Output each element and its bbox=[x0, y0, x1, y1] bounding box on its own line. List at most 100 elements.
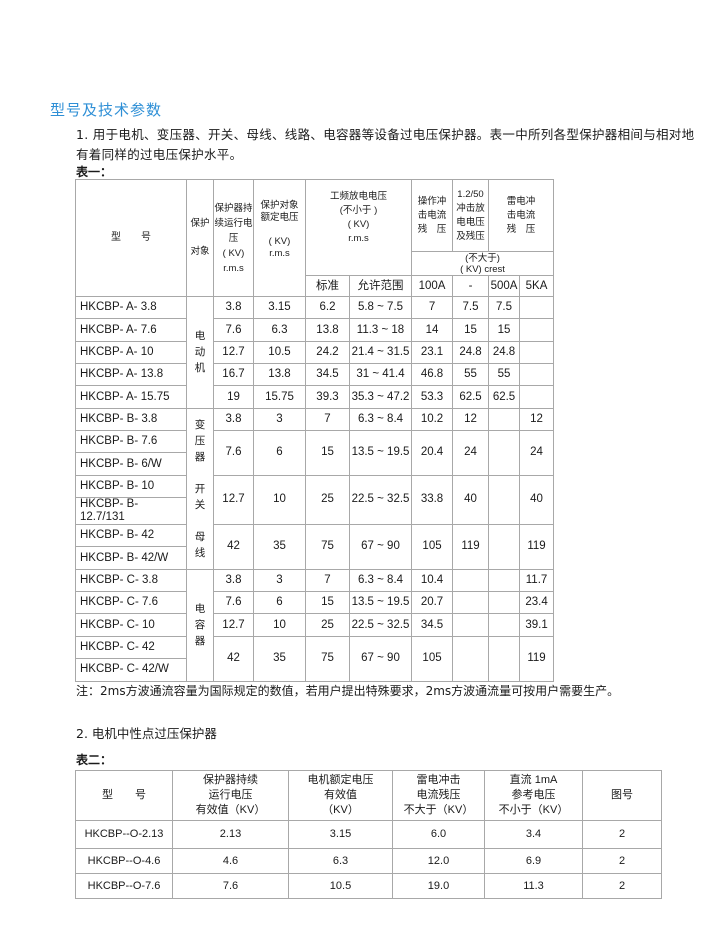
value-cell: 119 bbox=[519, 635, 555, 682]
value-cell: 75 bbox=[305, 524, 350, 570]
value-cell: 7 bbox=[305, 407, 350, 432]
value-cell: 13.5 ~ 19.5 bbox=[348, 430, 413, 476]
header-lightning-residual: 雷电冲 击电流 残 压 bbox=[488, 179, 555, 252]
value-cell bbox=[488, 474, 521, 526]
value-cell: 16.7 bbox=[213, 363, 254, 387]
value-cell: 11.3 ~ 18 bbox=[348, 318, 413, 342]
value-cell bbox=[519, 363, 555, 387]
value-cell: 19.0 bbox=[392, 873, 485, 899]
value-cell: 105 bbox=[411, 524, 454, 570]
value-cell: 7.5 bbox=[452, 295, 490, 320]
value-cell bbox=[488, 430, 521, 476]
value-cell: 10.5 bbox=[288, 873, 393, 899]
header-limit: (不大于) ( KV) crest bbox=[411, 251, 555, 276]
value-cell: 7 bbox=[305, 568, 350, 593]
value-cell: 24 bbox=[452, 430, 490, 476]
model-cell: HKCBP- A- 13.8 bbox=[75, 363, 187, 387]
value-cell: 7.5 bbox=[488, 295, 521, 320]
subheader-cell: - bbox=[452, 275, 490, 297]
value-cell: 53.3 bbox=[411, 385, 454, 409]
value-cell: 3.15 bbox=[288, 820, 393, 849]
table2-header-cell: 图号 bbox=[582, 770, 662, 821]
value-cell: 33.8 bbox=[411, 474, 454, 526]
model-cell: HKCBP- A- 7.6 bbox=[75, 318, 187, 342]
value-cell bbox=[519, 295, 555, 320]
value-cell: 13.5 ~ 19.5 bbox=[348, 591, 413, 615]
table1-note: 注：2ms方波通流容量为国际规定的数值，若用户提出特殊要求，2ms方波通流量可按… bbox=[76, 684, 620, 698]
subheader-cell: 100A bbox=[411, 275, 454, 297]
subheader-cell: 标准 bbox=[305, 275, 350, 297]
value-cell: 3 bbox=[253, 568, 306, 593]
header-model: 型 号 bbox=[75, 179, 187, 297]
table2-header-cell: 电机额定电压 有效值 （KV） bbox=[288, 770, 393, 821]
subheader-cell: 500A bbox=[488, 275, 521, 297]
value-cell: 12.7 bbox=[213, 340, 254, 365]
value-cell: 35 bbox=[253, 635, 306, 682]
value-cell: 6.2 bbox=[305, 295, 350, 320]
value-cell: 23.4 bbox=[519, 591, 555, 615]
value-cell: 6.3 bbox=[288, 848, 393, 874]
value-cell: 6.3 bbox=[253, 318, 306, 342]
model-cell: HKCBP- C- 42/W bbox=[75, 658, 187, 682]
value-cell: 6 bbox=[253, 430, 306, 476]
table2-header-cell: 雷电冲击 电流残压 不大于（KV） bbox=[392, 770, 485, 821]
value-cell: 42 bbox=[213, 635, 254, 682]
value-cell: 24.8 bbox=[452, 340, 490, 365]
value-cell bbox=[452, 635, 490, 682]
value-cell: 10 bbox=[253, 613, 306, 637]
value-cell: 5.8 ~ 7.5 bbox=[348, 295, 413, 320]
table-row: HKCBP- C- 42 42 35 75 67 ~ 90 105 119 bbox=[75, 635, 555, 682]
value-cell: 46.8 bbox=[411, 363, 454, 387]
value-cell: 75 bbox=[305, 635, 350, 682]
table-row: HKCBP- A- 7.6 7.6 6.3 13.8 11.3 ~ 18 14 15 15 bbox=[75, 318, 555, 342]
value-cell: 10.4 bbox=[411, 568, 454, 593]
value-cell: 7.6 bbox=[213, 430, 254, 476]
value-cell: 2.13 bbox=[172, 820, 289, 849]
table-row: HKCBP- C- 42/W bbox=[75, 658, 554, 682]
value-cell: 13.8 bbox=[253, 363, 306, 387]
value-cell: 12 bbox=[519, 407, 555, 432]
value-cell: 3.8 bbox=[213, 407, 254, 432]
model-cell: HKCBP- A- 10 bbox=[75, 340, 187, 365]
value-cell: 62.5 bbox=[452, 385, 490, 409]
value-cell bbox=[488, 635, 521, 682]
table-row: HKCBP- B- 10 12.7 10 25 22.5 ~ 32.5 33.8 40 40 bbox=[75, 474, 555, 526]
value-cell: 15 bbox=[452, 318, 490, 342]
value-cell: 21.4 ~ 31.5 bbox=[348, 340, 413, 365]
table-row: HKCBP- A- 3.8 电 动 机 3.8 3.15 6.2 5.8 ~ 7.5 7 7.… bbox=[75, 295, 555, 409]
intro-paragraph: 1. 用于电机、变压器、开关、母线、线路、电容器等设备过电压保护器。表一中所列各… bbox=[76, 127, 695, 162]
table-row: HKCBP- A- 15.75 19 15.75 39.3 35.3 ~ 47.2 53.… bbox=[75, 385, 555, 409]
value-cell: 3 bbox=[253, 407, 306, 432]
value-cell: 7 bbox=[411, 295, 454, 320]
model-cell: HKCBP- B- 7.6 bbox=[75, 430, 187, 454]
model-cell: HKCBP- C- 3.8 bbox=[75, 568, 187, 593]
model-cell: HKCBP- A- 3.8 bbox=[75, 295, 187, 320]
value-cell: 6.3 ~ 8.4 bbox=[348, 568, 413, 593]
model-cell: HKCBP- B- 42/W bbox=[75, 546, 187, 570]
model-cell: HKCBP- B- 3.8 bbox=[75, 407, 187, 432]
value-cell bbox=[452, 613, 490, 637]
value-cell: 15 bbox=[305, 430, 350, 476]
value-cell bbox=[519, 385, 555, 409]
value-cell: 6 bbox=[253, 591, 306, 615]
model-cell: HKCBP--O-2.13 bbox=[75, 820, 173, 849]
table-row: HKCBP--O-7.6 7.6 10.5 19.0 11.3 2 bbox=[75, 873, 662, 899]
subheader-cell: 允许范围 bbox=[348, 275, 413, 297]
table-row: HKCBP- A- 10 12.7 10.5 24.2 21.4 ~ 31.5 23.1 2… bbox=[75, 340, 555, 365]
value-cell: 105 bbox=[411, 635, 454, 682]
value-cell: 12.7 bbox=[213, 613, 254, 637]
value-cell: 23.1 bbox=[411, 340, 454, 365]
table2-header-cell: 保护器持续 运行电压 有效值（KV） bbox=[172, 770, 289, 821]
value-cell: 34.5 bbox=[305, 363, 350, 387]
header-power-frequency-discharge: 工频放电电压 (不小于 ) ( KV) r.m.s bbox=[304, 179, 413, 276]
value-cell bbox=[488, 407, 521, 432]
model-cell: HKCBP- B- 10 bbox=[75, 474, 187, 499]
table-row: HKCBP- B- 3.8 变 压 器 开 关 母 线 3.8 3 7 6.3 ~ 8.4… bbox=[75, 407, 555, 570]
table1-label: 表一： bbox=[76, 165, 113, 179]
model-cell: HKCBP- A- 15.75 bbox=[75, 385, 187, 409]
value-cell: 7.6 bbox=[213, 318, 254, 342]
model-cell: HKCBP- B- 12.7/131 bbox=[75, 497, 187, 526]
value-cell: 6.3 ~ 8.4 bbox=[348, 407, 413, 432]
header-rated-voltage: 保护对象 额定电压 ( KV) r.m.s bbox=[253, 179, 306, 297]
value-cell: 42 bbox=[213, 524, 254, 570]
